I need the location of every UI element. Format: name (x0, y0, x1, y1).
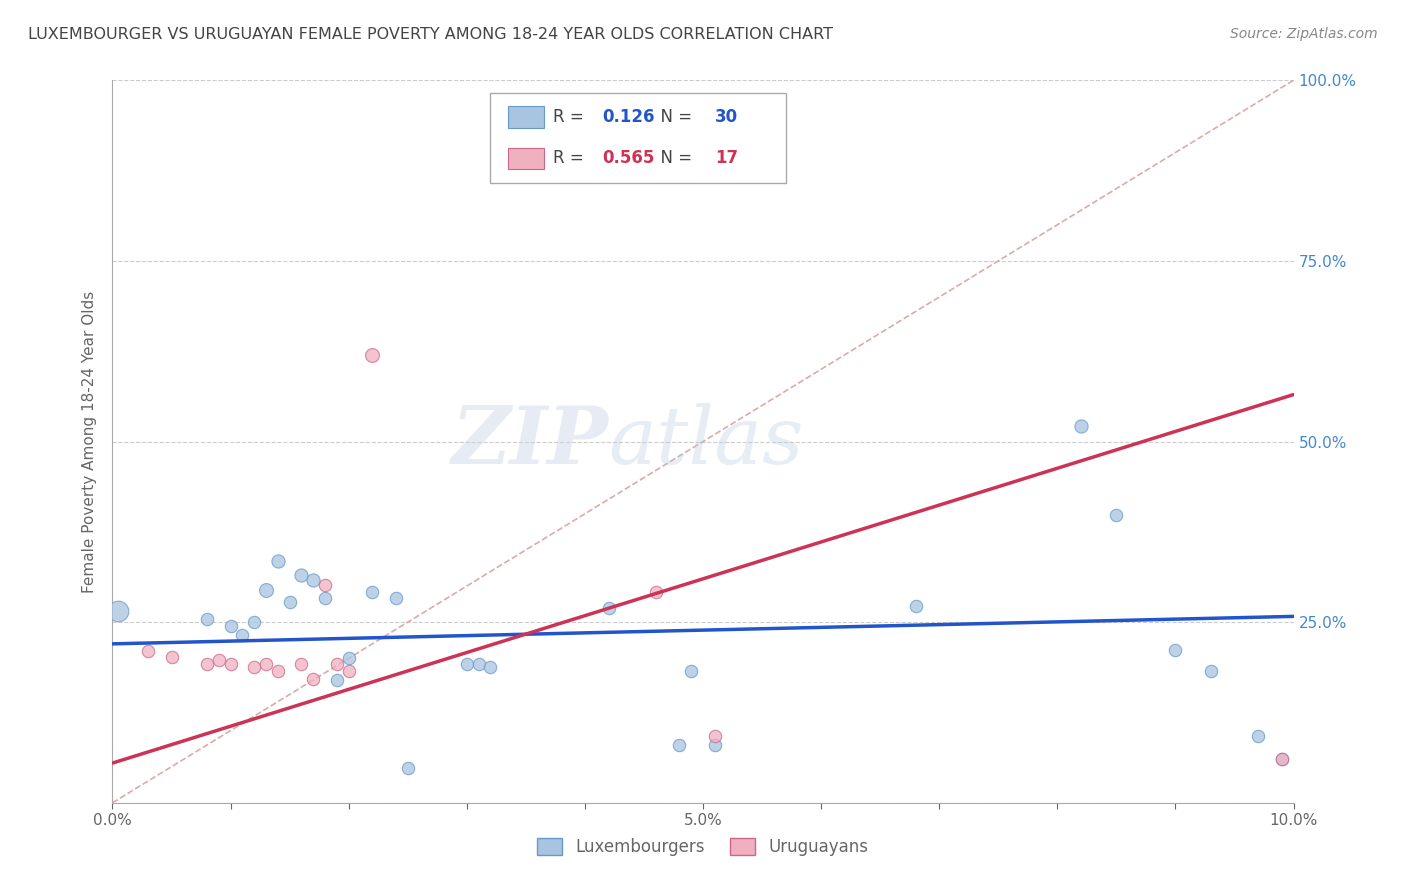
Text: N =: N = (650, 108, 697, 126)
Point (314, 577, 336, 591)
Text: atlas: atlas (609, 403, 804, 480)
Text: R =: R = (553, 150, 589, 168)
Point (904, 599, 927, 614)
Text: 0.565: 0.565 (603, 150, 655, 168)
Point (1164, 642, 1187, 657)
Text: 30: 30 (714, 108, 738, 126)
Point (302, 672, 325, 686)
Point (1070, 418, 1092, 433)
Point (467, 657, 489, 671)
Point (290, 568, 312, 582)
Point (385, 591, 408, 606)
Point (267, 554, 290, 568)
Text: R =: R = (553, 108, 589, 126)
Point (668, 738, 690, 752)
FancyBboxPatch shape (491, 93, 786, 183)
Point (1271, 752, 1294, 766)
Text: Source: ZipAtlas.com: Source: ZipAtlas.com (1230, 27, 1378, 41)
Point (1247, 729, 1270, 743)
Point (326, 657, 349, 671)
Point (267, 665, 290, 679)
Point (254, 657, 277, 671)
Point (326, 673, 349, 687)
Point (337, 651, 360, 665)
Point (160, 649, 183, 664)
Point (681, 665, 703, 679)
Point (703, 738, 725, 752)
Point (1105, 508, 1128, 523)
Point (456, 657, 478, 671)
FancyBboxPatch shape (508, 106, 544, 128)
Point (254, 582, 277, 597)
FancyBboxPatch shape (508, 148, 544, 169)
Legend: Luxembourgers, Uruguayans: Luxembourgers, Uruguayans (530, 831, 876, 863)
Point (302, 574, 325, 588)
Text: 17: 17 (714, 150, 738, 168)
Point (361, 348, 384, 362)
Point (361, 584, 384, 599)
Point (219, 657, 242, 671)
Point (479, 660, 502, 674)
Point (231, 628, 253, 642)
Y-axis label: Female Poverty Among 18-24 Year Olds: Female Poverty Among 18-24 Year Olds (82, 291, 97, 592)
Point (703, 729, 725, 743)
Point (290, 657, 312, 671)
Text: LUXEMBOURGER VS URUGUAYAN FEMALE POVERTY AMONG 18-24 YEAR OLDS CORRELATION CHART: LUXEMBOURGER VS URUGUAYAN FEMALE POVERTY… (28, 27, 834, 42)
Point (644, 584, 666, 599)
Point (136, 644, 159, 658)
Point (396, 761, 419, 775)
Point (208, 653, 231, 667)
Text: 0.126: 0.126 (603, 108, 655, 126)
Point (219, 619, 242, 633)
Point (337, 665, 360, 679)
Text: N =: N = (650, 150, 697, 168)
Point (195, 657, 218, 671)
Point (1199, 665, 1222, 679)
Point (598, 600, 620, 615)
Point (278, 595, 301, 609)
Point (314, 591, 336, 606)
Point (1271, 752, 1294, 766)
Point (243, 660, 266, 674)
Point (107, 604, 129, 618)
Point (243, 615, 266, 630)
Text: ZIP: ZIP (451, 403, 609, 480)
Point (195, 611, 218, 625)
